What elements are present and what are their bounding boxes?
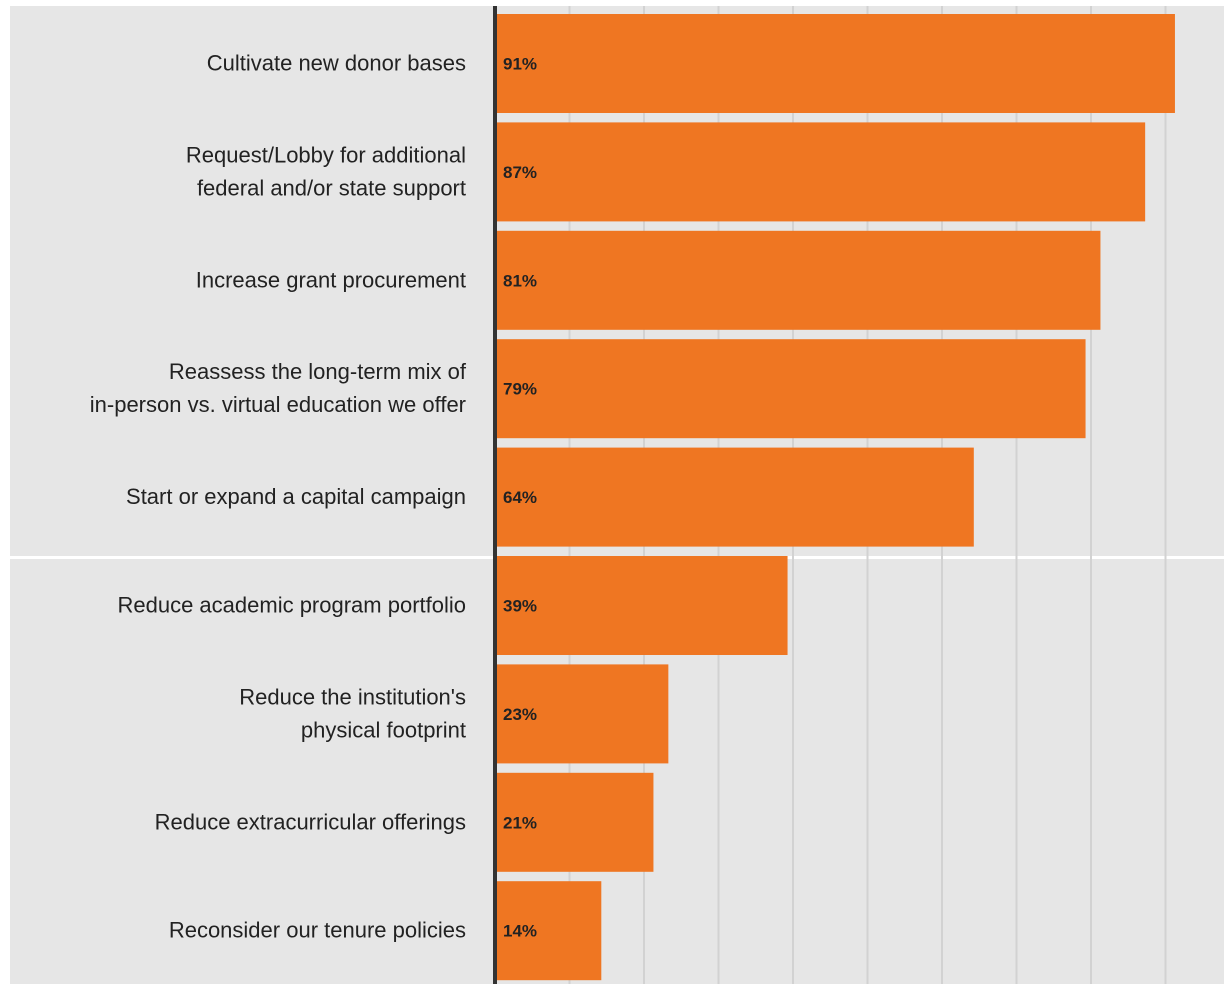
value-label: 14% [503,922,537,941]
value-label: 91% [503,55,537,74]
category-label: Reduce the institution's physical footpri… [239,684,466,742]
category-label: Cultivate new donor bases [207,51,466,76]
bar [497,664,669,764]
value-label: 87% [503,163,537,182]
category-label: Request/Lobby for additional federal and/… [186,142,466,200]
category-label: Start or expand a capital campaign [126,484,466,509]
category-labels: Cultivate new donor bases Request/Lobby f… [90,51,467,943]
category-label: Increase grant procurement [196,267,466,292]
category-label: Reconsider our tenure policies [169,918,466,943]
value-label: 21% [503,813,537,832]
value-label: 79% [503,380,537,399]
category-label: Reassess the long-term mix of in-person v… [90,359,467,417]
bar [497,881,602,981]
category-label: Reduce academic program portfolio [117,593,466,618]
bar [497,447,974,547]
bar [497,14,1175,113]
bars [497,14,1175,981]
bar [497,230,1101,330]
value-labels: 91% 87% 81% 79% 64% 39% 23% 21% 14% [503,55,537,941]
bar [497,122,1146,222]
bar [497,772,654,872]
value-label: 64% [503,488,537,507]
value-label: 23% [503,705,537,724]
value-label: 81% [503,271,537,290]
value-label: 39% [503,597,537,616]
bar [497,339,1086,439]
category-label: Reduce extracurricular offerings [155,809,466,834]
bar [497,556,788,655]
